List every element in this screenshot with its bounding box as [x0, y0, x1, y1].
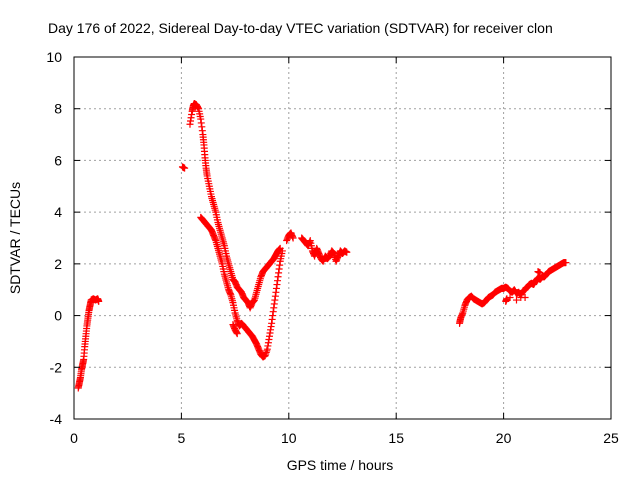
axis-ticks	[73, 56, 612, 420]
y-tick-label: 10	[46, 49, 62, 65]
data-points	[74, 100, 570, 392]
y-tick-label: 8	[54, 101, 62, 117]
data-point	[512, 296, 520, 304]
plot-frame	[73, 56, 612, 420]
x-tick-label: 15	[388, 430, 404, 446]
data-point	[506, 293, 514, 301]
grid-lines	[74, 57, 611, 419]
data-point	[181, 164, 189, 172]
data-point	[233, 330, 241, 338]
y-tick-label: -2	[50, 359, 63, 375]
y-tick-labels: -4 -2 0 2 4 6 8 10	[46, 49, 62, 427]
y-axis-label: SDTVAR / TECUs	[7, 182, 23, 294]
y-tick-label: 6	[54, 152, 62, 168]
x-tick-label: 5	[178, 430, 186, 446]
x-axis-label: GPS time / hours	[287, 457, 394, 473]
x-tick-label: 25	[603, 430, 619, 446]
data-point	[343, 248, 351, 256]
data-point	[278, 247, 286, 255]
y-tick-label: -4	[50, 411, 63, 427]
data-point	[503, 295, 511, 303]
x-tick-label: 0	[70, 430, 78, 446]
data-point	[521, 293, 529, 301]
x-tick-label: 20	[496, 430, 512, 446]
y-tick-label: 4	[54, 204, 62, 220]
data-point	[536, 269, 544, 277]
x-tick-labels: 0 5 10 15 20 25	[70, 430, 619, 446]
y-tick-label: 0	[54, 308, 62, 324]
y-tick-label: 2	[54, 256, 62, 272]
data-point	[562, 259, 570, 267]
data-point	[289, 234, 297, 242]
x-tick-label: 10	[281, 430, 297, 446]
data-point	[95, 297, 103, 305]
chart-title: Day 176 of 2022, Sidereal Day-to-day VTE…	[48, 20, 553, 36]
